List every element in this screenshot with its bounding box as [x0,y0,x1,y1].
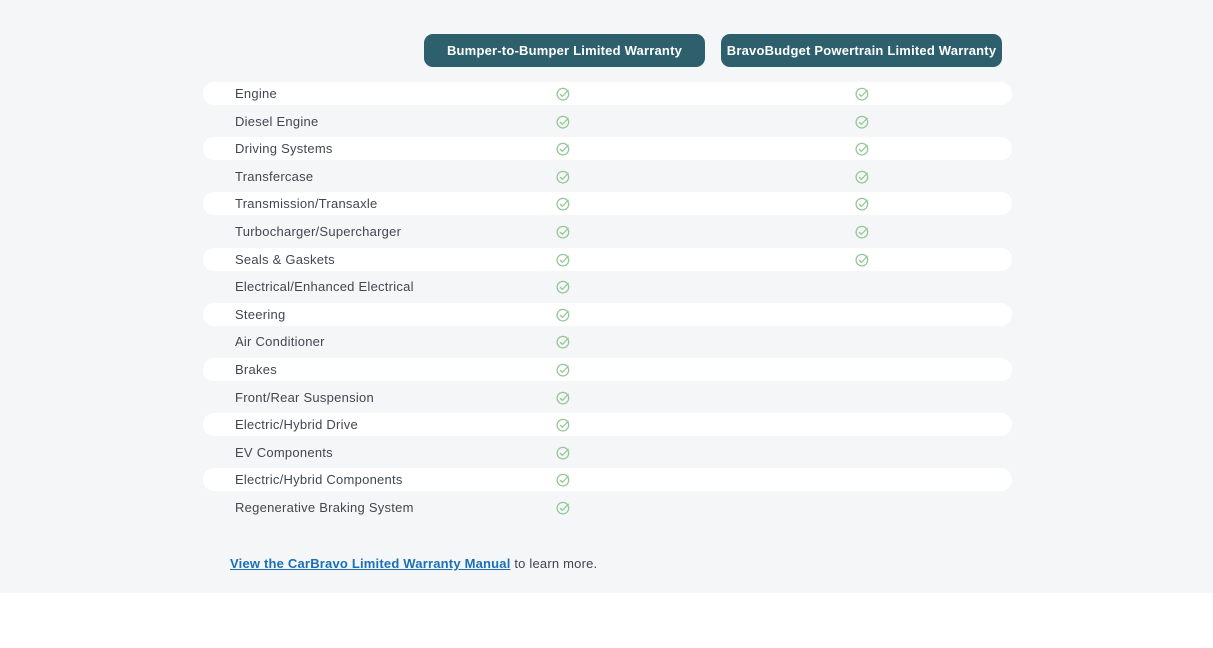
component-label: Driving Systems [235,141,333,157]
check-circle-icon [555,361,571,377]
table-row: Driving Systems [203,137,1012,161]
table-row: Electric/Hybrid Drive [203,413,1012,437]
check-circle-icon [555,499,571,515]
footer-note-text: to learn more. [510,556,598,571]
check-circle-icon [854,141,870,157]
powertrain-warranty-button[interactable]: BravoBudget Powertrain Limited Warranty [721,34,1002,67]
component-label: EV Components [235,444,333,460]
component-label: Electrical/Enhanced Electrical [235,279,414,295]
component-label: Front/Rear Suspension [235,389,374,405]
check-circle-icon [854,251,870,267]
table-row: Transmission/Transaxle [203,192,1012,216]
component-label: Diesel Engine [235,113,319,129]
table-row: Turbocharger/Supercharger [203,220,1012,243]
component-label: Brakes [235,361,277,377]
table-row: Front/Rear Suspension [203,386,1012,409]
component-label: Regenerative Braking System [235,499,414,515]
check-circle-icon [555,196,571,212]
table-row: Regenerative Braking System [203,496,1012,519]
table-row: Electrical/Enhanced Electrical [203,275,1012,298]
bumper-to-bumper-warranty-button[interactable]: Bumper-to-Bumper Limited Warranty [424,34,705,67]
check-circle-icon [555,141,571,157]
component-label: Seals & Gaskets [235,251,335,267]
check-circle-icon [555,251,571,267]
check-circle-icon [854,196,870,212]
check-circle-icon [854,86,870,102]
check-circle-icon [555,444,571,460]
warranty-table: Engine Diesel Engine Driving Systems Transf… [203,82,1012,524]
check-circle-icon [854,168,870,184]
check-circle-icon [555,334,571,350]
check-circle-icon [555,223,571,239]
warranty-manual-link[interactable]: View the CarBravo Limited Warranty Manua… [230,556,511,571]
component-label: Engine [235,86,277,101]
check-circle-icon [555,279,571,295]
component-label: Steering [235,306,286,322]
table-row: Transfercase [203,165,1012,188]
footer-note: View the CarBravo Limited Warranty Manua… [230,556,597,571]
check-circle-icon [854,223,870,239]
component-label: Transmission/Transaxle [235,196,378,212]
check-circle-icon [555,113,571,129]
comparison-section: Bumper-to-Bumper Limited Warranty BravoB… [203,34,1012,571]
component-label: Electric/Hybrid Components [235,472,403,488]
component-label: Transfercase [235,168,314,184]
check-circle-icon [555,472,571,488]
check-circle-icon [555,168,571,184]
table-row: Electric/Hybrid Components [203,468,1012,492]
check-circle-icon [555,86,571,102]
table-row: Brakes [203,357,1012,381]
check-circle-icon [555,389,571,405]
table-row: Steering [203,302,1012,326]
check-circle-icon [555,306,571,322]
check-circle-icon [854,113,870,129]
check-circle-icon [555,417,571,433]
table-row: Seals & Gaskets [203,247,1012,271]
table-row: EV Components [203,441,1012,464]
component-label: Electric/Hybrid Drive [235,417,358,433]
table-row: Diesel Engine [203,110,1012,133]
component-label: Air Conditioner [235,334,325,350]
table-row: Air Conditioner [203,330,1012,353]
table-row: Engine [203,82,1012,105]
component-label: Turbocharger/Supercharger [235,223,402,239]
